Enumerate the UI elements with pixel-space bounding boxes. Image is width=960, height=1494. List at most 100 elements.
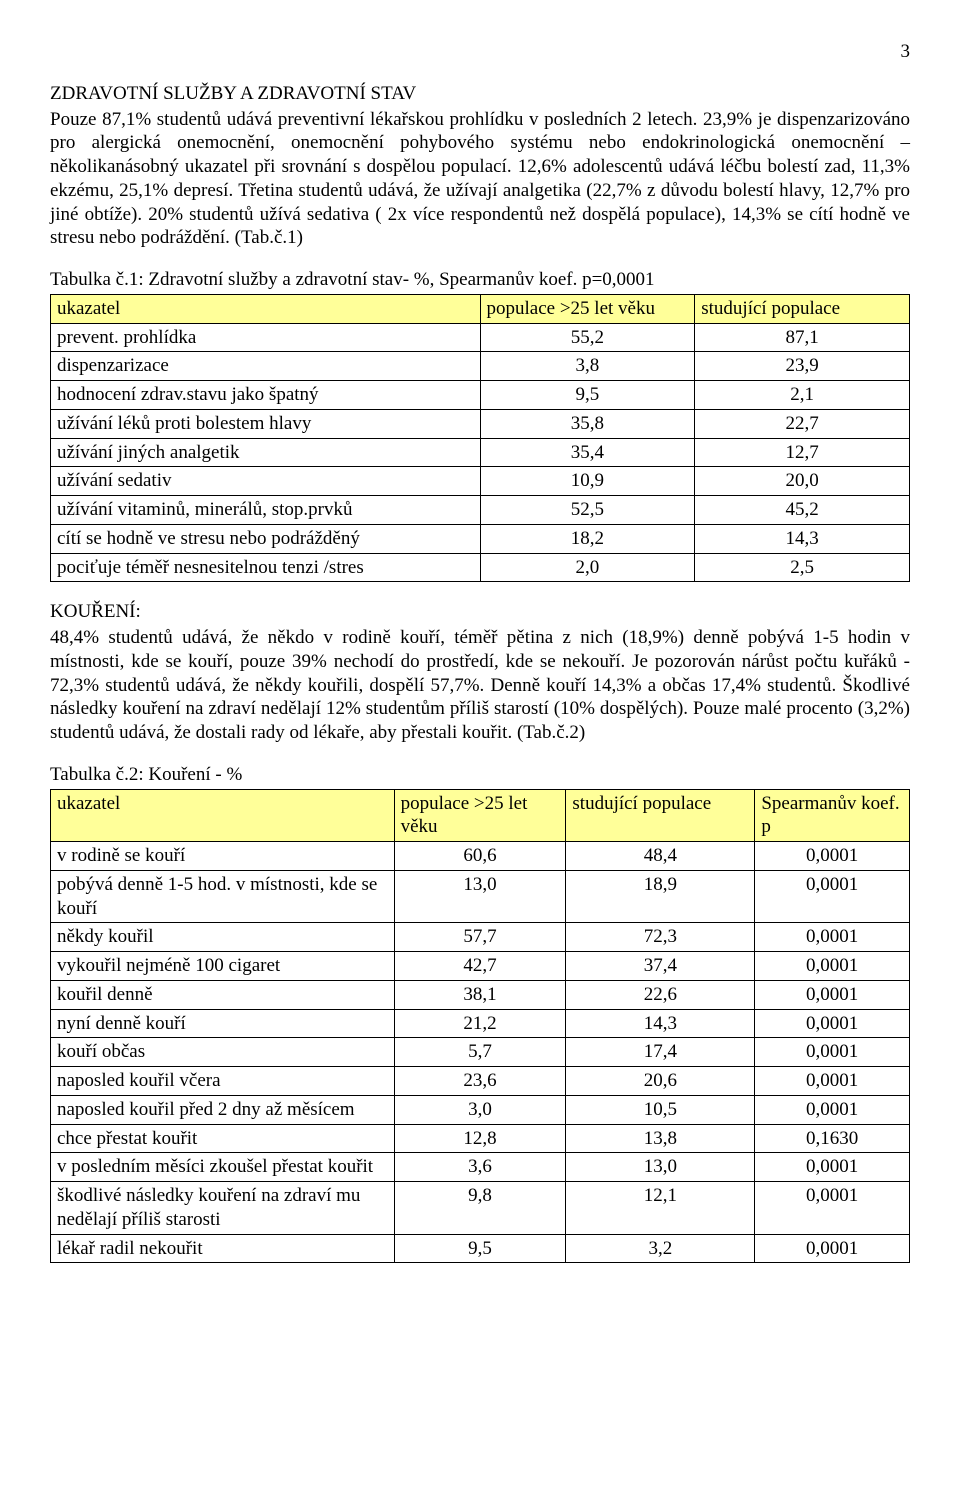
table-row: naposled kouřil včera23,620,60,0001 <box>51 1067 910 1096</box>
table-cell-value: 10,5 <box>566 1095 755 1124</box>
table2-h0: ukazatel <box>51 789 395 842</box>
table-cell-value: 22,6 <box>566 980 755 1009</box>
table-cell-label: naposled kouřil před 2 dny až měsícem <box>51 1095 395 1124</box>
table-cell-value: 23,9 <box>695 352 910 381</box>
table-row: chce přestat kouřit12,813,80,1630 <box>51 1124 910 1153</box>
table-cell-value: 42,7 <box>394 952 566 981</box>
table-cell-label: naposled kouřil včera <box>51 1067 395 1096</box>
table-row: pobývá denně 1-5 hod. v místnosti, kde s… <box>51 870 910 923</box>
table-cell-label: chce přestat kouřit <box>51 1124 395 1153</box>
table2: ukazatel populace >25 let věku studující… <box>50 789 910 1264</box>
table-cell-value: 9,5 <box>480 381 695 410</box>
table-cell-value: 37,4 <box>566 952 755 981</box>
table-cell-label: kouřil denně <box>51 980 395 1009</box>
table-row: prevent. prohlídka55,287,1 <box>51 323 910 352</box>
table-row: užívání léků proti bolestem hlavy35,822,… <box>51 409 910 438</box>
section-title-health: ZDRAVOTNÍ SLUŽBY A ZDRAVOTNÍ STAV <box>50 82 910 106</box>
table-cell-value: 14,3 <box>566 1009 755 1038</box>
table1: ukazatel populace >25 let věku studující… <box>50 294 910 583</box>
table-cell-value: 2,5 <box>695 553 910 582</box>
table-cell-value: 0,0001 <box>755 952 910 981</box>
table-row: užívání jiných analgetik35,412,7 <box>51 438 910 467</box>
table-row: dispenzarizace3,823,9 <box>51 352 910 381</box>
table-cell-value: 10,9 <box>480 467 695 496</box>
table-row: pociťuje téměř nesnesitelnou tenzi /stre… <box>51 553 910 582</box>
table-cell-value: 20,0 <box>695 467 910 496</box>
table-cell-value: 23,6 <box>394 1067 566 1096</box>
table-row: užívání sedativ10,920,0 <box>51 467 910 496</box>
table-cell-label: v posledním měsíci zkoušel přestat kouři… <box>51 1153 395 1182</box>
table-cell-value: 2,1 <box>695 381 910 410</box>
table-cell-value: 3,6 <box>394 1153 566 1182</box>
table-row: škodlivé následky kouření na zdraví mu n… <box>51 1182 910 1235</box>
table-row: v posledním měsíci zkoušel přestat kouři… <box>51 1153 910 1182</box>
table-cell-label: užívání sedativ <box>51 467 481 496</box>
table-cell-value: 0,0001 <box>755 870 910 923</box>
table-cell-value: 18,2 <box>480 524 695 553</box>
table-cell-value: 3,2 <box>566 1234 755 1263</box>
table-cell-value: 22,7 <box>695 409 910 438</box>
table-cell-value: 0,0001 <box>755 980 910 1009</box>
table-cell-value: 3,0 <box>394 1095 566 1124</box>
table-row: vykouřil nejméně 100 cigaret42,737,40,00… <box>51 952 910 981</box>
paragraph-smoking: 48,4% studentů udává, že někdo v rodině … <box>50 626 910 745</box>
table-cell-value: 3,8 <box>480 352 695 381</box>
table-cell-value: 21,2 <box>394 1009 566 1038</box>
table1-body: prevent. prohlídka55,287,1dispenzarizace… <box>51 323 910 582</box>
table-cell-value: 55,2 <box>480 323 695 352</box>
table-row: nyní denně kouří21,214,30,0001 <box>51 1009 910 1038</box>
table-cell-label: škodlivé následky kouření na zdraví mu n… <box>51 1182 395 1235</box>
table-cell-label: užívání léků proti bolestem hlavy <box>51 409 481 438</box>
table-cell-value: 17,4 <box>566 1038 755 1067</box>
table2-h1: populace >25 let věku <box>394 789 566 842</box>
table1-header-row: ukazatel populace >25 let věku studující… <box>51 294 910 323</box>
table-cell-value: 5,7 <box>394 1038 566 1067</box>
table-cell-label: nyní denně kouří <box>51 1009 395 1038</box>
table-cell-value: 18,9 <box>566 870 755 923</box>
table-cell-value: 72,3 <box>566 923 755 952</box>
table-cell-label: pociťuje téměř nesnesitelnou tenzi /stre… <box>51 553 481 582</box>
table-row: kouřil denně38,122,60,0001 <box>51 980 910 1009</box>
page: 3 ZDRAVOTNÍ SLUŽBY A ZDRAVOTNÍ STAV Pouz… <box>0 0 960 1341</box>
table-cell-value: 14,3 <box>695 524 910 553</box>
table-cell-value: 87,1 <box>695 323 910 352</box>
table1-h1: populace >25 let věku <box>480 294 695 323</box>
table-cell-label: cítí se hodně ve stresu nebo podrážděný <box>51 524 481 553</box>
table2-h2: studující populace <box>566 789 755 842</box>
table-cell-value: 0,0001 <box>755 1067 910 1096</box>
table-cell-value: 57,7 <box>394 923 566 952</box>
table-cell-value: 0,0001 <box>755 1038 910 1067</box>
table2-body: v rodině se kouří60,648,40,0001pobývá de… <box>51 842 910 1263</box>
table-row: užívání vitaminů, minerálů, stop.prvků52… <box>51 496 910 525</box>
table-cell-value: 2,0 <box>480 553 695 582</box>
table-cell-value: 0,0001 <box>755 842 910 871</box>
table-cell-label: kouří občas <box>51 1038 395 1067</box>
table-cell-value: 0,0001 <box>755 1095 910 1124</box>
table-cell-value: 0,0001 <box>755 1009 910 1038</box>
table-cell-value: 12,7 <box>695 438 910 467</box>
table-cell-value: 12,1 <box>566 1182 755 1235</box>
table-cell-value: 35,8 <box>480 409 695 438</box>
table-cell-value: 0,1630 <box>755 1124 910 1153</box>
table-cell-value: 13,0 <box>394 870 566 923</box>
table1-h0: ukazatel <box>51 294 481 323</box>
table-row: někdy kouřil57,772,30,0001 <box>51 923 910 952</box>
table-cell-label: pobývá denně 1-5 hod. v místnosti, kde s… <box>51 870 395 923</box>
table-cell-label: dispenzarizace <box>51 352 481 381</box>
table-cell-value: 48,4 <box>566 842 755 871</box>
table-cell-value: 35,4 <box>480 438 695 467</box>
table-cell-value: 13,0 <box>566 1153 755 1182</box>
table-cell-label: lékař radil nekouřit <box>51 1234 395 1263</box>
table-row: naposled kouřil před 2 dny až měsícem3,0… <box>51 1095 910 1124</box>
table1-h2: studující populace <box>695 294 910 323</box>
table-cell-label: užívání jiných analgetik <box>51 438 481 467</box>
table-cell-value: 0,0001 <box>755 1153 910 1182</box>
table-cell-label: užívání vitaminů, minerálů, stop.prvků <box>51 496 481 525</box>
table-cell-label: vykouřil nejméně 100 cigaret <box>51 952 395 981</box>
table-cell-value: 45,2 <box>695 496 910 525</box>
table2-caption: Tabulka č.2: Kouření - % <box>50 763 910 787</box>
table-cell-label: někdy kouřil <box>51 923 395 952</box>
table-cell-value: 9,8 <box>394 1182 566 1235</box>
table-cell-value: 9,5 <box>394 1234 566 1263</box>
table-cell-label: v rodině se kouří <box>51 842 395 871</box>
